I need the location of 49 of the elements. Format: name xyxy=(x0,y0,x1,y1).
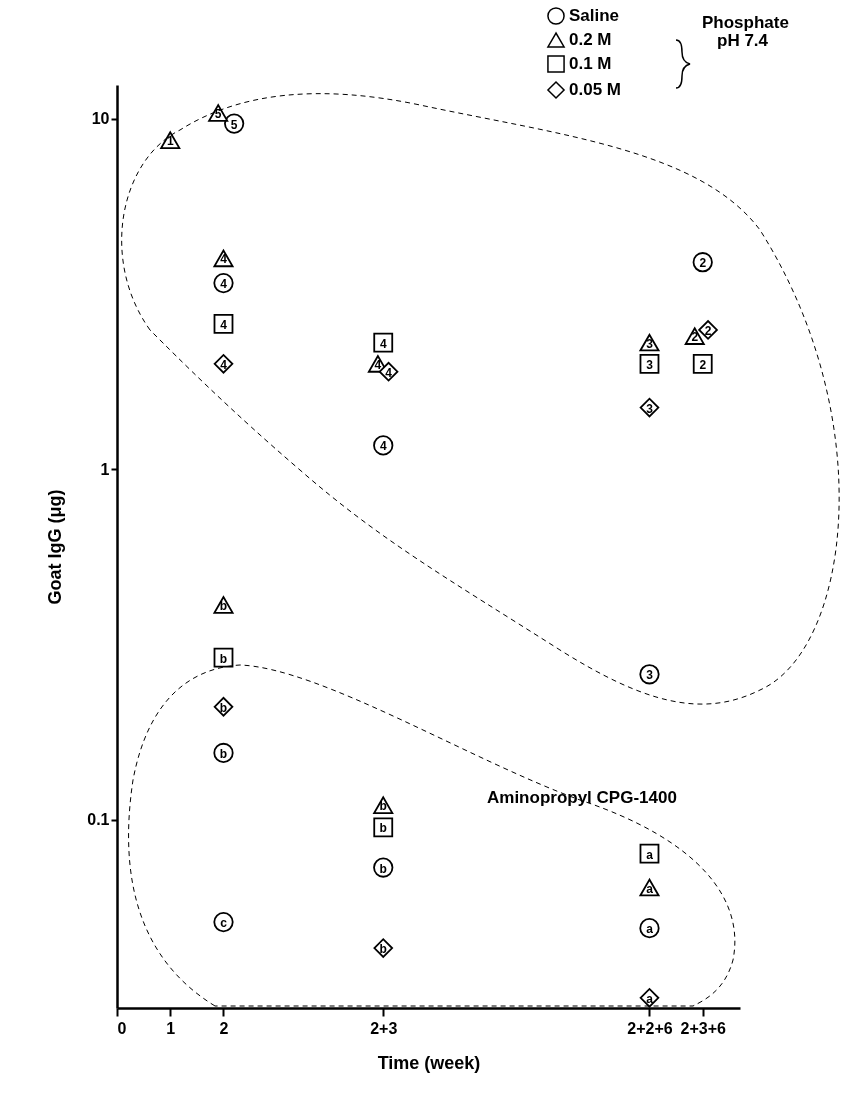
annotation: 4 xyxy=(379,439,387,454)
y-tick-label: 0.1 xyxy=(87,811,110,829)
x-tick-label: 1 xyxy=(166,1019,176,1037)
x-tick-label: 2 xyxy=(219,1019,229,1037)
x-tick-label: 2+3 xyxy=(370,1019,398,1037)
annotation: 3 xyxy=(646,401,654,416)
annotation: 4 xyxy=(220,357,228,372)
annotation: 1 xyxy=(166,134,174,149)
legend-label: 0.05 M xyxy=(569,80,621,99)
text: Phosphate xyxy=(702,13,789,32)
legend-label: 0.2 M xyxy=(569,30,612,49)
annotation: b xyxy=(219,651,228,666)
annotation: 3 xyxy=(646,668,654,683)
annotation: a xyxy=(646,922,654,937)
annotation: 2 xyxy=(691,330,699,345)
annotation: 2 xyxy=(699,256,707,271)
annotation: 4 xyxy=(379,336,387,351)
y-tick-label: 1 xyxy=(100,460,110,478)
text: pH 7.4 xyxy=(717,31,769,50)
annotation: 3 xyxy=(646,357,654,372)
annotation: 4 xyxy=(220,277,228,292)
annotation: 4 xyxy=(220,252,228,267)
annotation: 5 xyxy=(230,117,238,132)
annotation: b xyxy=(379,861,387,876)
x-tick-label: 2+3+6 xyxy=(680,1019,727,1037)
legend-label: Saline xyxy=(569,6,620,25)
annotation: b xyxy=(379,821,387,836)
annotation: c xyxy=(220,916,228,931)
annotation: a xyxy=(646,991,654,1006)
annotation: 2 xyxy=(699,357,707,372)
annotation: a xyxy=(646,881,654,896)
annotation: 5 xyxy=(214,106,222,121)
annotation: 4 xyxy=(374,357,382,372)
x-tick-label: 0 xyxy=(117,1019,127,1037)
annotation: Aminopropyl CPG-1400 xyxy=(487,788,677,807)
annotation: 4 xyxy=(220,317,228,332)
x-tick-label: 2+2+6 xyxy=(627,1019,673,1037)
annotation: b xyxy=(379,942,387,957)
y-axis-title: Goat IgG (μg) xyxy=(45,489,66,605)
annotation: 3 xyxy=(646,336,654,351)
annotation: b xyxy=(219,746,228,761)
annotation: b xyxy=(219,700,228,715)
legend-label: 0.1 M xyxy=(569,54,612,73)
annotation: 2 xyxy=(704,323,712,338)
y-tick-label: 10 xyxy=(91,110,110,128)
x-axis-title: Time (week) xyxy=(377,1052,481,1073)
annotation: b xyxy=(219,598,228,613)
annotation: a xyxy=(646,847,654,862)
annotation: 4 xyxy=(385,365,393,380)
